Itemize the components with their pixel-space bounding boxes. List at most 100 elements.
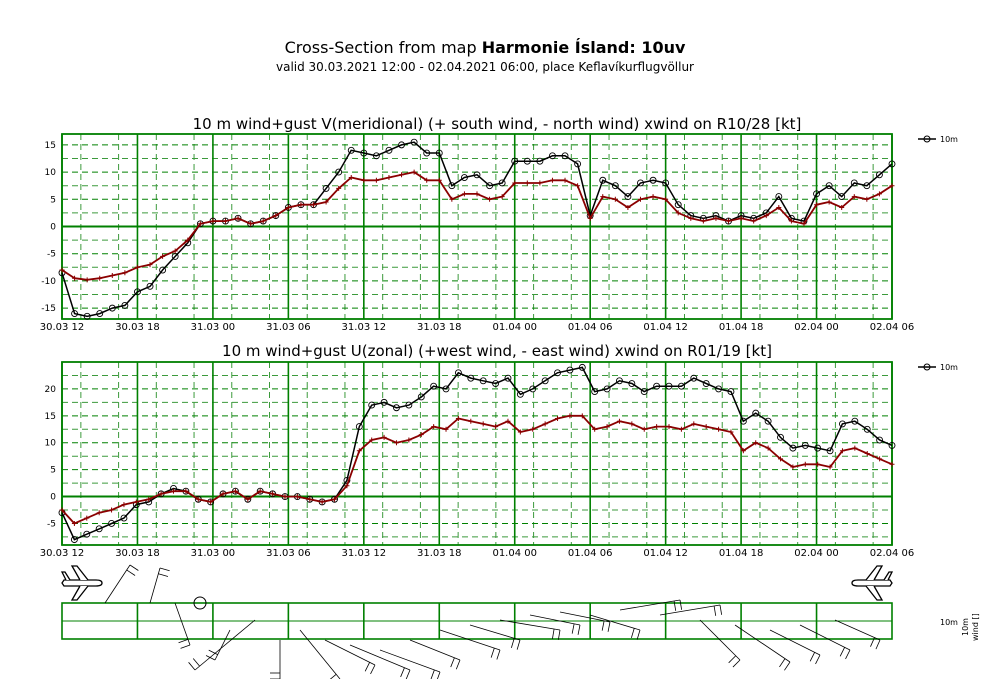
gust-data-point <box>319 499 325 505</box>
gust-data-point <box>356 448 362 454</box>
wind-data-point <box>355 423 363 431</box>
wind-data-point <box>875 171 883 179</box>
wind-data-point <box>850 179 858 187</box>
wind-data-point <box>591 388 599 396</box>
legend-marker <box>923 363 931 371</box>
wind-data-point <box>492 380 500 387</box>
gust-data-point <box>220 491 226 497</box>
wind-barb-feather <box>370 664 376 675</box>
wind-barb-feather <box>455 659 461 670</box>
wind-barb <box>559 611 611 623</box>
wind-barb-feather <box>430 669 435 679</box>
x-tick-label: 31.03 00 <box>191 548 236 559</box>
x-tick-label: 30.03 12 <box>40 322 85 333</box>
gust-data-point <box>713 215 719 221</box>
gust-data-point <box>765 445 771 451</box>
wind-data-point <box>801 441 809 449</box>
gust-data-point <box>72 275 78 281</box>
panel-frame <box>61 133 893 320</box>
wind-barb-feather <box>180 644 191 649</box>
wind-barb <box>734 624 791 663</box>
gust-data-point <box>728 429 734 435</box>
gust-data-point <box>688 215 694 221</box>
wind-data-point <box>393 404 400 412</box>
wind-data-point <box>775 193 783 201</box>
wind-data-point <box>616 377 623 385</box>
wind-data-point <box>888 160 896 168</box>
gust-data-point <box>876 191 882 197</box>
gust-data-point <box>751 218 757 224</box>
gust-data-point <box>393 440 399 446</box>
y-tick-label: 15 <box>45 141 56 151</box>
legend-label: 10m <box>940 363 958 372</box>
gust-data-point <box>373 177 379 183</box>
wind-data-point <box>405 401 413 409</box>
wind-barb <box>194 619 256 671</box>
y-tick-label: -10 <box>41 277 56 287</box>
wind-data-point <box>789 444 797 452</box>
y-tick-label: 0 <box>50 493 56 503</box>
gust-data-point <box>663 196 669 202</box>
gust-data-point <box>311 202 317 208</box>
wind-data-point <box>498 179 506 187</box>
wind-data-point <box>504 374 512 382</box>
gust-data-point <box>361 177 367 183</box>
wind-data-point <box>159 266 167 274</box>
panel-title: 10 m wind+gust V(meridional) (+ south wi… <box>193 115 802 133</box>
chart-title: Cross-Section from map Harmonie Ísland: … <box>0 38 970 57</box>
wind-data-point <box>83 530 91 538</box>
wind-barb-feather <box>552 628 555 639</box>
wind-barb-feather <box>516 639 521 650</box>
gust-data-point <box>468 418 474 424</box>
wind-data-point <box>417 393 425 401</box>
wind-data-point <box>690 374 698 382</box>
gust-data-point <box>650 194 656 200</box>
wind-barb <box>439 629 501 651</box>
gust-data-point <box>134 264 140 270</box>
gust-data-point <box>763 213 769 219</box>
x-tick-label: 01.04 12 <box>643 322 688 333</box>
wind-barb-feather <box>188 662 196 671</box>
wind-data-point <box>473 171 481 179</box>
gust-data-point <box>839 204 845 210</box>
gust-data-point <box>411 169 417 175</box>
gust-data-point <box>386 175 392 181</box>
x-tick-label: 30.03 18 <box>115 548 160 559</box>
wind-barb <box>659 604 721 616</box>
wind-data-point <box>516 390 524 398</box>
gust-data-point <box>629 421 635 427</box>
gust-data-point <box>248 221 254 227</box>
x-tick-label: 02.04 06 <box>870 322 915 333</box>
gust-data-point <box>604 424 610 430</box>
wind-barb <box>799 624 851 651</box>
wind-data-point <box>108 304 116 312</box>
wind-barb-feather <box>728 655 737 664</box>
airplane-icon <box>851 565 894 601</box>
gust-data-point <box>294 494 300 500</box>
wind-data-point <box>511 157 519 165</box>
wind-barb <box>499 619 561 631</box>
wind-data-point <box>385 146 393 154</box>
wind-data-point <box>566 366 574 374</box>
wind-barb-feather <box>673 600 677 611</box>
wind-data-point <box>640 388 648 396</box>
wind-data-point <box>715 385 723 393</box>
barb-strip-label: 10m <box>940 618 958 627</box>
wind-barb-feather <box>713 605 717 616</box>
gust-data-point <box>654 424 660 430</box>
wind-data-point <box>96 310 104 318</box>
gust-data-point <box>512 180 518 186</box>
x-tick-label: 02.04 06 <box>870 548 915 559</box>
wind-barb-feather <box>577 624 581 635</box>
gust-data-point <box>542 421 548 427</box>
wind-data-point <box>541 377 549 385</box>
wind-data-point <box>739 417 747 425</box>
x-tick-label: 31.03 18 <box>417 548 462 559</box>
gust-data-point <box>369 437 375 443</box>
wind-data-point <box>727 388 735 396</box>
gust-data-point <box>424 177 430 183</box>
gust-data-point <box>555 416 561 422</box>
gust-data-point <box>864 451 870 456</box>
wind-barb-feather <box>607 621 611 632</box>
gust-data-point <box>851 194 857 200</box>
